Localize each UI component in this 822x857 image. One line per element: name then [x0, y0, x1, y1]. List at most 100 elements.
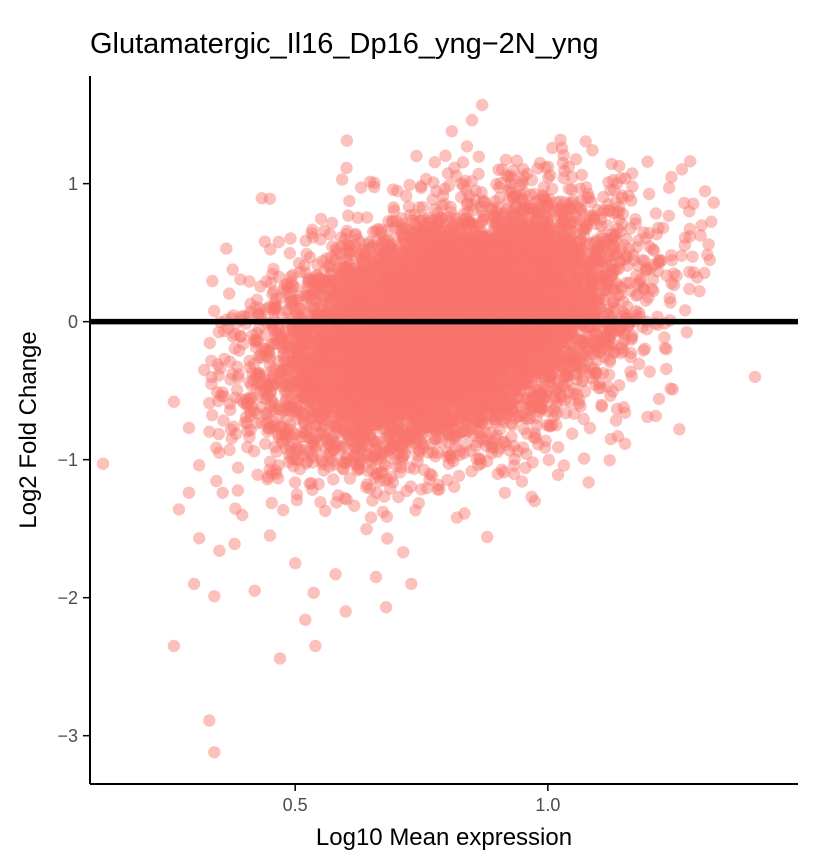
data-point	[402, 394, 415, 407]
data-point	[296, 355, 309, 369]
data-point	[432, 324, 445, 338]
data-point	[453, 306, 466, 319]
data-point	[428, 298, 441, 312]
data-point	[427, 324, 440, 338]
data-point	[360, 289, 373, 303]
data-point	[540, 364, 553, 377]
data-point	[434, 354, 447, 368]
data-point	[323, 391, 336, 404]
data-point	[351, 233, 365, 246]
data-point	[595, 272, 608, 285]
data-point	[428, 156, 441, 169]
data-point	[417, 325, 430, 338]
data-point	[355, 309, 368, 322]
data-point	[360, 211, 374, 224]
data-point	[311, 350, 324, 363]
data-point	[432, 272, 445, 285]
data-point	[334, 363, 347, 377]
data-point	[595, 398, 608, 412]
data-point	[398, 236, 412, 249]
data-point	[435, 290, 448, 303]
data-point	[545, 341, 559, 355]
data-point	[423, 266, 436, 279]
data-point	[510, 330, 523, 344]
data-point	[444, 330, 457, 343]
data-point	[353, 364, 367, 377]
data-point	[427, 176, 440, 189]
data-point	[462, 387, 476, 400]
data-point	[573, 286, 587, 299]
data-point	[497, 309, 510, 322]
data-point	[236, 508, 249, 522]
data-point	[274, 373, 287, 386]
data-point	[476, 283, 489, 297]
data-point	[383, 247, 396, 261]
data-point	[532, 255, 545, 268]
data-point	[456, 331, 470, 345]
data-point	[529, 325, 542, 338]
data-point	[446, 309, 459, 322]
data-point	[501, 252, 515, 266]
data-point	[430, 185, 443, 198]
data-point	[320, 432, 333, 445]
data-point	[551, 322, 564, 335]
data-point	[484, 353, 497, 366]
data-point	[475, 416, 489, 430]
data-point	[378, 333, 391, 346]
data-point	[400, 283, 413, 297]
data-point	[515, 267, 528, 281]
data-point	[403, 340, 416, 353]
data-point	[478, 394, 491, 407]
data-point	[349, 350, 362, 364]
data-point	[368, 395, 381, 408]
data-point	[471, 350, 484, 363]
data-point	[411, 264, 424, 278]
data-point	[416, 263, 429, 276]
data-point	[244, 297, 257, 311]
data-point	[516, 305, 529, 318]
data-point	[312, 477, 325, 491]
data-point	[384, 391, 397, 404]
data-point	[491, 233, 504, 246]
data-point	[345, 352, 358, 365]
data-point	[344, 273, 358, 286]
data-point	[451, 394, 464, 407]
data-point	[381, 234, 395, 248]
data-point	[516, 203, 529, 216]
data-point	[498, 221, 511, 234]
data-point	[596, 243, 609, 257]
data-point	[527, 244, 540, 257]
data-point	[377, 336, 390, 349]
data-point	[408, 289, 422, 302]
data-point	[364, 385, 377, 398]
data-point	[405, 396, 419, 409]
data-point	[384, 422, 397, 435]
data-point	[532, 357, 546, 370]
data-point	[283, 247, 296, 260]
data-point	[491, 346, 504, 360]
data-point	[394, 344, 407, 357]
data-point	[477, 373, 490, 386]
data-point	[420, 364, 433, 378]
data-point	[629, 304, 643, 318]
data-point	[269, 302, 282, 315]
data-point	[379, 339, 392, 353]
data-point	[591, 297, 605, 310]
data-point	[606, 174, 620, 187]
data-point	[406, 342, 420, 356]
data-point	[287, 379, 300, 393]
data-point	[266, 370, 279, 383]
data-point	[512, 288, 526, 302]
data-point	[444, 236, 457, 250]
data-point	[449, 290, 463, 303]
data-point	[211, 386, 224, 399]
data-point	[524, 327, 537, 340]
data-point	[498, 273, 511, 287]
data-point	[499, 249, 513, 262]
data-point	[463, 245, 477, 258]
data-point	[355, 326, 369, 339]
data-point	[386, 361, 399, 374]
data-point	[237, 337, 250, 351]
data-point	[344, 366, 358, 380]
data-point	[382, 359, 395, 372]
